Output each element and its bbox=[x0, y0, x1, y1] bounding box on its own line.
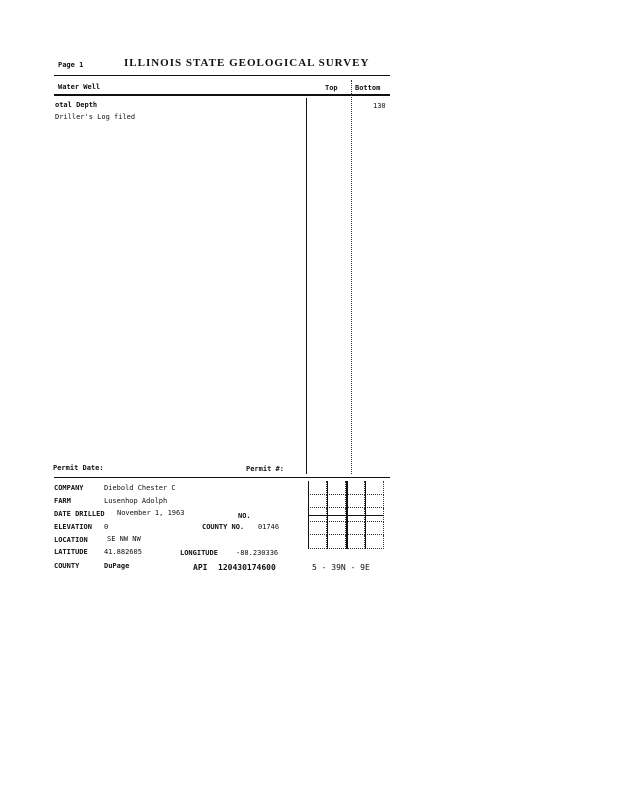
api-value: 120430174600 bbox=[218, 563, 276, 572]
county-label: COUNTY bbox=[54, 562, 80, 570]
longitude-value: -88.230336 bbox=[236, 549, 279, 557]
date-value: November 1, 1963 bbox=[117, 509, 185, 517]
row-label: otal Depth bbox=[55, 101, 98, 109]
api-label: API bbox=[193, 563, 208, 572]
no-label: NO. bbox=[238, 512, 251, 520]
farm-value: Lusenhop Adolph bbox=[104, 497, 168, 505]
divider bbox=[54, 75, 390, 76]
row-label: Driller's Log filed bbox=[55, 113, 136, 121]
column-divider bbox=[351, 80, 352, 474]
latitude-value: 41.882605 bbox=[104, 548, 142, 556]
permit-date-label: Permit Date: bbox=[53, 464, 104, 472]
grid-line bbox=[308, 515, 384, 516]
location-label: LOCATION bbox=[54, 536, 88, 544]
elevation-value: 0 bbox=[104, 523, 109, 531]
row-bottom: 130 bbox=[373, 102, 386, 110]
divider bbox=[54, 94, 390, 96]
column-bottom: Bottom bbox=[355, 84, 381, 92]
farm-label: FARM bbox=[54, 497, 71, 505]
section-grid bbox=[308, 481, 384, 549]
longitude-label: LONGITUDE bbox=[180, 549, 218, 557]
latitude-label: LATITUDE bbox=[54, 548, 88, 556]
location-value: SE NW NW bbox=[107, 535, 141, 543]
township-value: 5 - 39N - 9E bbox=[312, 563, 370, 572]
company-value: Diebold Chester C bbox=[104, 484, 176, 492]
divider bbox=[54, 477, 390, 478]
column-top: Top bbox=[325, 84, 338, 92]
permit-number-label: Permit #: bbox=[246, 465, 284, 473]
page-label: Page 1 bbox=[58, 61, 84, 69]
column-divider bbox=[306, 98, 307, 474]
county-value: DuPage bbox=[104, 562, 130, 570]
date-label: DATE DRILLED bbox=[54, 510, 105, 518]
column-type: Water Well bbox=[58, 83, 101, 91]
county-no-value: 01746 bbox=[258, 523, 280, 531]
page-title: ILLINOIS STATE GEOLOGICAL SURVEY bbox=[124, 57, 370, 69]
company-label: COMPANY bbox=[54, 484, 84, 492]
county-no-label: COUNTY NO. bbox=[202, 523, 245, 531]
elevation-label: ELEVATION bbox=[54, 523, 92, 531]
